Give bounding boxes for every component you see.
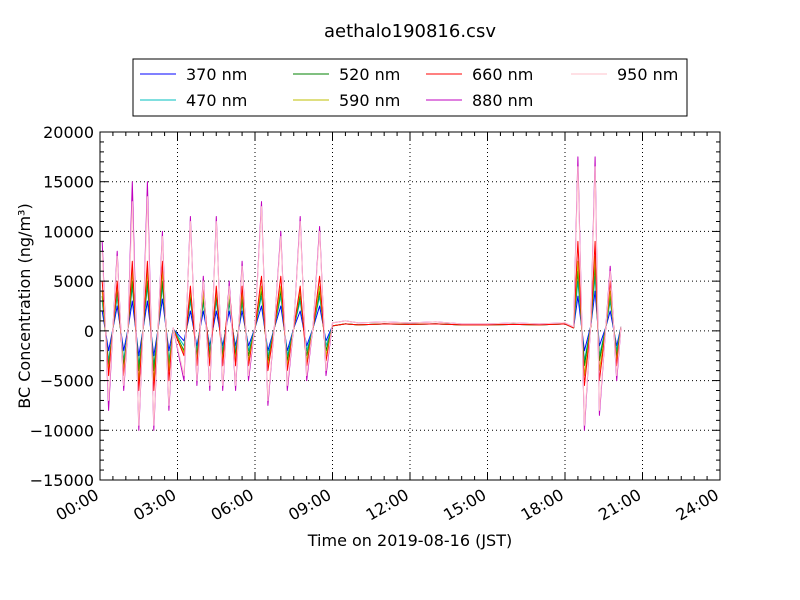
y-tick-label: 15000 [43, 173, 94, 192]
chart-title: aethalo190816.csv [324, 21, 496, 42]
series-line-520-nm [101, 265, 622, 372]
legend-label: 590 nm [339, 91, 400, 110]
x-axis-tick-labels: 00:00 03:00 06:00 09:00 12:00 15:00 18:00 21:00… [53, 485, 722, 525]
y-tick-label: −10000 [30, 421, 94, 440]
y-tick-label: 10000 [43, 222, 94, 241]
series-line-880-nm [101, 156, 622, 431]
x-tick-label: 03:00 [130, 485, 179, 525]
legend-label: 880 nm [472, 91, 533, 110]
series-line-950-nm [101, 166, 622, 426]
y-tick-label: 0 [84, 322, 94, 341]
y-tick-label: −5000 [40, 372, 94, 391]
legend-label: 520 nm [339, 65, 400, 84]
x-tick-label: 09:00 [285, 485, 334, 525]
x-tick-label: 06:00 [208, 485, 257, 525]
legend-box [132, 58, 688, 117]
x-axis-label: Time on 2019-08-16 (JST) [307, 531, 512, 550]
x-tick-label: 21:00 [595, 485, 644, 525]
plot-area [101, 156, 622, 431]
legend: 370 nm 470 nm 520 nm 590 nm 660 nm 880 nm 950 … [132, 58, 688, 117]
x-tick-label: 18:00 [518, 485, 567, 525]
y-tick-label: 5000 [53, 272, 94, 291]
x-tick-label: 00:00 [53, 485, 102, 525]
axis-ticks [99, 131, 721, 481]
legend-label: 370 nm [186, 65, 247, 84]
x-tick-label: 24:00 [673, 485, 722, 525]
legend-label: 660 nm [472, 65, 533, 84]
series-line-470-nm [101, 275, 622, 367]
y-axis-tick-labels: 20000 15000 10000 5000 0 −5000 −10000 −15000 [30, 123, 94, 490]
x-tick-label: 15:00 [440, 485, 489, 525]
y-axis-label: BC Concentration (ng/m³) [15, 203, 34, 408]
y-tick-label: 20000 [43, 123, 94, 142]
x-tick-label: 12:00 [363, 485, 412, 525]
series-line-660-nm [101, 240, 622, 391]
legend-label: 470 nm [186, 91, 247, 110]
grid [99, 131, 721, 481]
y-tick-label: −15000 [30, 471, 94, 490]
legend-label: 950 nm [617, 65, 678, 84]
